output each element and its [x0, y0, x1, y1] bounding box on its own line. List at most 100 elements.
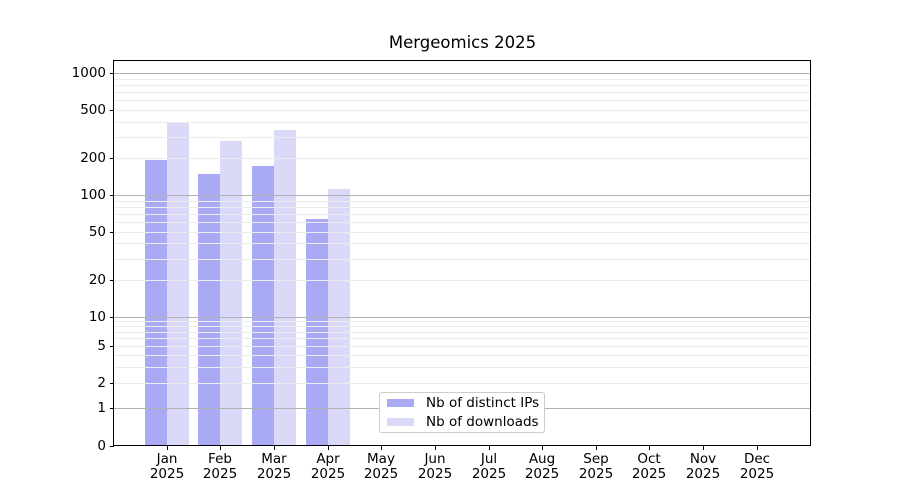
y-tick-label-100: 100	[80, 187, 106, 203]
gridline-minor-6	[114, 338, 810, 339]
gridline-minor-80	[114, 207, 810, 208]
legend-item-distinct-ips: Nb of distinct IPs	[380, 395, 544, 411]
y-tick-mark-1000	[110, 73, 114, 74]
y-tick-label-20: 20	[88, 272, 106, 288]
x-tick-year: 2025	[739, 466, 775, 482]
x-tick-month: Dec	[743, 451, 771, 467]
x-tick-year: 2025	[685, 466, 721, 482]
gridline-minor-20	[114, 280, 810, 281]
gridline-minor-70	[114, 214, 810, 215]
x-tick-mark-nov	[703, 446, 704, 450]
legend-label: Nb of downloads	[426, 413, 539, 430]
x-tick-month: Mar	[261, 451, 287, 467]
bar-downloads-feb	[220, 141, 242, 445]
x-tick-month: Feb	[208, 451, 232, 467]
y-tick-label-50: 50	[88, 224, 106, 240]
y-tick-mark-5	[110, 346, 114, 347]
y-tick-label-10: 10	[88, 309, 106, 325]
x-tick-year: 2025	[417, 466, 453, 482]
legend-label: Nb of distinct IPs	[426, 395, 540, 412]
x-tick-label-feb: Feb 2025	[190, 452, 250, 482]
gridline-minor-60	[114, 222, 810, 223]
gridline-minor-500	[114, 110, 810, 111]
gridline-minor-2	[114, 383, 810, 384]
gridline-major-100	[114, 195, 810, 196]
y-tick-mark-50	[110, 232, 114, 233]
x-tick-mark-jan	[167, 446, 168, 450]
y-tick-label-1000: 1000	[71, 65, 106, 81]
gridline-minor-7	[114, 332, 810, 333]
x-tick-year: 2025	[202, 466, 238, 482]
y-tick-mark-1	[110, 408, 114, 409]
legend-swatch-icon	[387, 417, 414, 426]
x-tick-month: Nov	[689, 451, 717, 467]
legend: Nb of distinct IPs Nb of downloads	[379, 392, 545, 433]
x-tick-mark-aug	[542, 446, 543, 450]
gridline-minor-800	[114, 85, 810, 86]
x-tick-month: Apr	[316, 451, 340, 467]
y-tick-mark-100	[110, 195, 114, 196]
gridline-minor-4	[114, 355, 810, 356]
gridline-minor-90	[114, 201, 810, 202]
gridline-minor-900	[114, 79, 810, 80]
x-tick-label-jan: Jan 2025	[137, 452, 197, 482]
x-tick-mark-jun	[435, 446, 436, 450]
x-tick-month: Jul	[480, 451, 498, 467]
gridline-minor-300	[114, 137, 810, 138]
x-tick-month: Sep	[583, 451, 609, 467]
x-tick-mark-may	[381, 446, 382, 450]
gridline-minor-400	[114, 122, 810, 123]
gridline-minor-5	[114, 346, 810, 347]
x-tick-year: 2025	[471, 466, 507, 482]
x-tick-label-aug: Aug 2025	[512, 452, 572, 482]
x-tick-label-may: May 2025	[351, 452, 411, 482]
gridline-minor-700	[114, 92, 810, 93]
x-tick-label-mar: Mar 2025	[244, 452, 304, 482]
x-tick-year: 2025	[363, 466, 399, 482]
gridline-minor-50	[114, 232, 810, 233]
bar-downloads-mar	[274, 130, 296, 445]
chart-title: Mergeomics 2025	[388, 33, 537, 52]
y-tick-mark-2	[110, 383, 114, 384]
bar-distinct-ips-mar	[252, 166, 274, 445]
y-tick-mark-200	[110, 158, 114, 159]
bar-distinct-ips-feb	[198, 174, 220, 445]
x-tick-month: Aug	[528, 451, 556, 467]
x-tick-mark-mar	[274, 446, 275, 450]
x-tick-label-jul: Jul 2025	[459, 452, 519, 482]
gridline-minor-8	[114, 326, 810, 327]
gridline-major-1000	[114, 73, 810, 74]
y-tick-label-0: 0	[97, 438, 106, 454]
x-tick-year: 2025	[631, 466, 667, 482]
x-tick-mark-feb	[220, 446, 221, 450]
x-tick-year: 2025	[256, 466, 292, 482]
bar-distinct-ips-jan	[145, 160, 167, 445]
x-tick-label-oct: Oct 2025	[619, 452, 679, 482]
x-tick-label-apr: Apr 2025	[298, 452, 358, 482]
bar-downloads-jan	[167, 122, 189, 445]
gridline-major-10	[114, 317, 810, 318]
y-tick-label-5: 5	[97, 338, 106, 354]
x-tick-month: Oct	[637, 451, 661, 467]
y-tick-mark-500	[110, 110, 114, 111]
x-tick-label-nov: Nov 2025	[673, 452, 733, 482]
y-tick-label-200: 200	[80, 150, 106, 166]
gridline-minor-200	[114, 158, 810, 159]
x-tick-mark-oct	[649, 446, 650, 450]
gridline-minor-3	[114, 367, 810, 368]
x-tick-year: 2025	[149, 466, 185, 482]
y-tick-label-500: 500	[80, 102, 106, 118]
x-tick-mark-dec	[757, 446, 758, 450]
y-tick-mark-20	[110, 280, 114, 281]
y-tick-label-2: 2	[97, 375, 106, 391]
x-tick-month: Jun	[424, 451, 446, 467]
x-tick-label-jun: Jun 2025	[405, 452, 465, 482]
y-tick-label-1: 1	[97, 400, 106, 416]
x-tick-month: Jan	[156, 451, 178, 467]
y-tick-mark-0	[110, 446, 114, 447]
x-tick-year: 2025	[578, 466, 614, 482]
gridline-minor-600	[114, 100, 810, 101]
legend-item-downloads: Nb of downloads	[380, 414, 544, 430]
y-tick-mark-10	[110, 317, 114, 318]
